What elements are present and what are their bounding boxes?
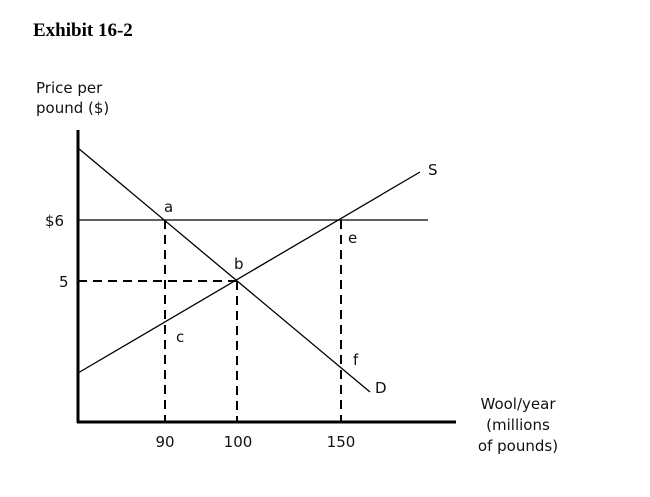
point-label: b: [234, 255, 244, 273]
x-axis-label: of pounds): [478, 437, 558, 455]
curve-label: S: [428, 161, 438, 179]
x-tick-label: 100: [224, 433, 253, 451]
point-label: f: [353, 351, 359, 369]
x-axis-label: Wool/year: [481, 395, 557, 413]
title: Exhibit 16-2: [33, 20, 133, 41]
supply-curve: [77, 171, 421, 374]
y-tick-label: $6: [45, 212, 64, 230]
x-tick-label: 150: [327, 433, 356, 451]
point-label: e: [348, 229, 357, 247]
x-axis-label: (millions: [486, 416, 550, 434]
curve-label: D: [375, 379, 387, 397]
point-label: a: [164, 198, 173, 216]
y-axis-label: pound ($): [36, 99, 109, 117]
guides: [78, 220, 342, 421]
y-tick-label: 5: [59, 273, 69, 291]
x-tick-label: 90: [155, 433, 174, 451]
y-axis-label: Price per: [36, 79, 103, 97]
demand-curve: [77, 147, 371, 393]
point-label: c: [176, 328, 184, 346]
